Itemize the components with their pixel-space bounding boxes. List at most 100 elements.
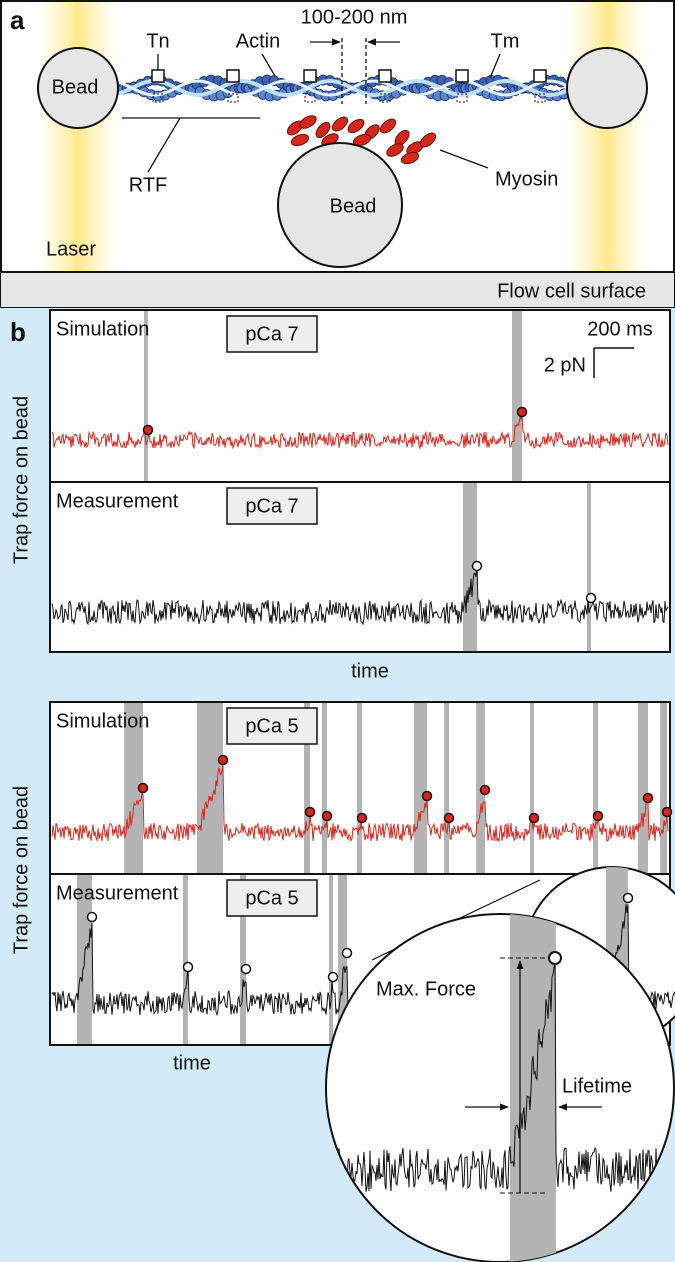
event-marker	[528, 812, 540, 824]
lifetime-label: Lifetime	[562, 1075, 632, 1097]
condition-box	[226, 315, 318, 353]
laser-beam	[567, 2, 647, 272]
troponin	[151, 69, 165, 83]
condition-box	[226, 879, 318, 917]
myosin-head	[400, 151, 420, 165]
tropomyosin	[117, 78, 569, 98]
event-band	[593, 703, 598, 873]
bead	[566, 47, 648, 129]
event-band	[512, 311, 522, 481]
bead	[37, 47, 119, 129]
myosin-head	[290, 133, 310, 147]
event-marker	[479, 784, 491, 796]
x-axis-label: time	[173, 1052, 211, 1074]
bead	[277, 142, 403, 268]
event-marker	[661, 806, 673, 818]
event-band	[638, 703, 648, 873]
troponin	[378, 69, 392, 83]
event-band	[197, 703, 223, 873]
event-marker	[327, 971, 339, 983]
trace-condition: pCa 7	[245, 323, 298, 345]
y-axis-label: Trap force on bead	[10, 786, 32, 954]
event-band	[240, 875, 246, 1044]
event-marker	[137, 782, 149, 794]
tm-label: Tm	[491, 30, 520, 52]
trace-kind: Measurement	[56, 882, 179, 904]
troponin	[303, 69, 317, 83]
force-trace	[51, 764, 669, 843]
bead-label: Bead	[330, 195, 377, 217]
event-marker	[516, 406, 528, 418]
event-marker	[182, 961, 194, 973]
trace-panel	[49, 481, 671, 653]
event-marker	[142, 424, 154, 436]
myosin-head	[386, 143, 404, 157]
event-band	[444, 703, 449, 873]
event-marker	[356, 812, 368, 824]
max-force-label: Max. Force	[376, 978, 476, 1000]
troponin	[455, 69, 469, 83]
event-band	[660, 703, 667, 873]
myosin-heads	[286, 115, 437, 165]
force-trace	[51, 415, 669, 450]
myosin-head	[331, 116, 349, 132]
trace-kind: Measurement	[56, 490, 179, 512]
troponin	[152, 93, 164, 103]
trace-condition: pCa 7	[245, 495, 298, 517]
flow-cell-surface	[0, 271, 675, 309]
troponin	[456, 93, 468, 103]
myosin-label: Myosin	[495, 168, 558, 190]
panel-label: a	[10, 5, 25, 35]
force-trace	[51, 565, 669, 626]
event-band	[510, 914, 556, 1262]
force-trace	[326, 955, 674, 1192]
event-marker	[217, 754, 229, 766]
scale-force: 2 pN	[544, 354, 586, 376]
surface-label: Flow cell surface	[497, 280, 646, 302]
event-marker	[592, 810, 604, 822]
event-band	[414, 703, 427, 873]
condition-box	[226, 707, 318, 745]
scale-time: 200 ms	[587, 318, 653, 340]
pointer-lines	[122, 38, 501, 173]
tropomyosin	[117, 79, 569, 97]
event-band	[304, 703, 310, 873]
event-marker	[86, 911, 98, 923]
event-marker	[548, 951, 562, 965]
y-axis-label: Trap force on bead	[10, 396, 32, 564]
event-marker	[240, 963, 252, 975]
traces: Simulation pCa 7 Measurement pCa 7 Simulatio…	[49, 309, 673, 1046]
troponin	[379, 93, 391, 103]
event-band	[144, 311, 148, 481]
event-marker	[642, 792, 654, 804]
event-marker	[471, 560, 483, 572]
troponin	[226, 69, 240, 83]
myosin-head	[379, 118, 397, 134]
troponin	[304, 93, 316, 103]
event-marker	[304, 806, 316, 818]
bead-label: Bead	[52, 76, 99, 98]
rtf-label: RTF	[129, 174, 168, 196]
event-marker	[421, 790, 433, 802]
trace-kind: Simulation	[56, 710, 149, 732]
event-marker	[443, 812, 455, 824]
event-band	[587, 483, 591, 651]
event-band	[338, 875, 347, 1044]
panel-label: b	[10, 317, 26, 347]
event-marker	[585, 592, 597, 604]
inset: Max. Force Lifetime	[325, 866, 675, 1262]
actin-label: Actin	[236, 30, 280, 52]
event-marker	[341, 947, 353, 959]
event-band	[183, 875, 188, 1044]
event-band	[530, 703, 534, 873]
trace-kind: Simulation	[56, 318, 149, 340]
myosin-head	[352, 133, 372, 147]
magnifier-content	[326, 914, 674, 1262]
myosin-head	[419, 132, 437, 148]
trace-condition: pCa 5	[245, 715, 298, 737]
scale-bar: 200 ms 2 pN	[544, 318, 653, 378]
event-band	[329, 875, 333, 1044]
